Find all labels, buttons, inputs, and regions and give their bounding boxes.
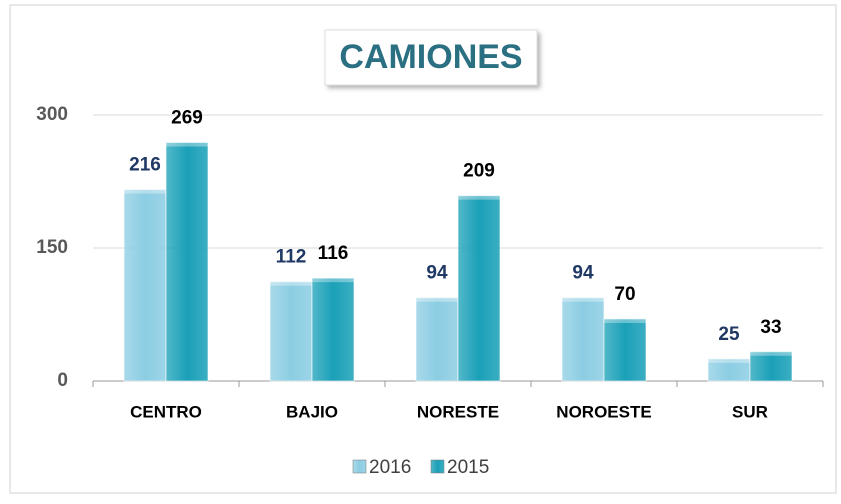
data-label: 116 — [318, 243, 349, 264]
bar-top — [604, 318, 646, 323]
bar-top — [458, 195, 500, 200]
y-tick-label: 150 — [36, 237, 68, 258]
legend-swatch — [430, 459, 445, 474]
bar — [749, 351, 793, 382]
bar-top — [124, 189, 166, 194]
bar — [457, 195, 501, 382]
bar — [123, 188, 167, 382]
bar-top — [270, 281, 312, 286]
bar — [561, 297, 605, 382]
y-tick-label: 300 — [36, 104, 68, 125]
bar-top — [562, 297, 604, 302]
data-label: 216 — [129, 154, 161, 175]
x-tick-label: BAJIO — [286, 402, 338, 421]
x-tick-label: CENTRO — [130, 402, 202, 421]
bar — [415, 297, 459, 382]
bar-top — [708, 358, 750, 363]
legend-label: 2016 — [369, 457, 411, 478]
x-tick-label: SUR — [732, 402, 768, 421]
data-label: 269 — [171, 108, 203, 129]
data-label: 94 — [426, 263, 448, 284]
data-label: 112 — [276, 247, 307, 268]
data-label: 70 — [614, 284, 635, 305]
y-tick-label: 0 — [57, 370, 68, 391]
data-label: 33 — [760, 317, 781, 338]
bar — [311, 277, 355, 382]
bar — [269, 281, 313, 382]
title-box — [324, 29, 538, 86]
x-tick-label: NOROESTE — [556, 402, 651, 421]
bar — [603, 318, 647, 382]
x-tick-label: NORESTE — [417, 402, 499, 421]
bar-top — [166, 142, 208, 147]
data-label: 209 — [463, 161, 495, 182]
legend-label: 2015 — [447, 457, 489, 478]
data-label: 25 — [718, 324, 740, 345]
bar-top — [312, 278, 354, 283]
data-label: 94 — [572, 263, 594, 284]
bar-top — [416, 297, 458, 302]
chart-title: CAMIONES — [339, 38, 522, 76]
bar — [165, 141, 209, 382]
legend-swatch — [352, 459, 367, 474]
bar-top — [750, 351, 792, 356]
